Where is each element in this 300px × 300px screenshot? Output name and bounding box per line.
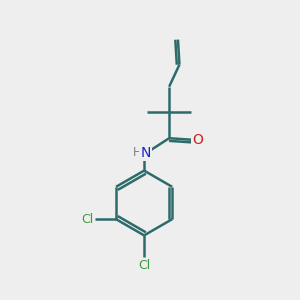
Text: Cl: Cl [138, 259, 150, 272]
Text: N: N [140, 146, 151, 160]
Text: O: O [192, 133, 203, 147]
Text: H: H [132, 146, 141, 159]
Text: Cl: Cl [81, 213, 93, 226]
